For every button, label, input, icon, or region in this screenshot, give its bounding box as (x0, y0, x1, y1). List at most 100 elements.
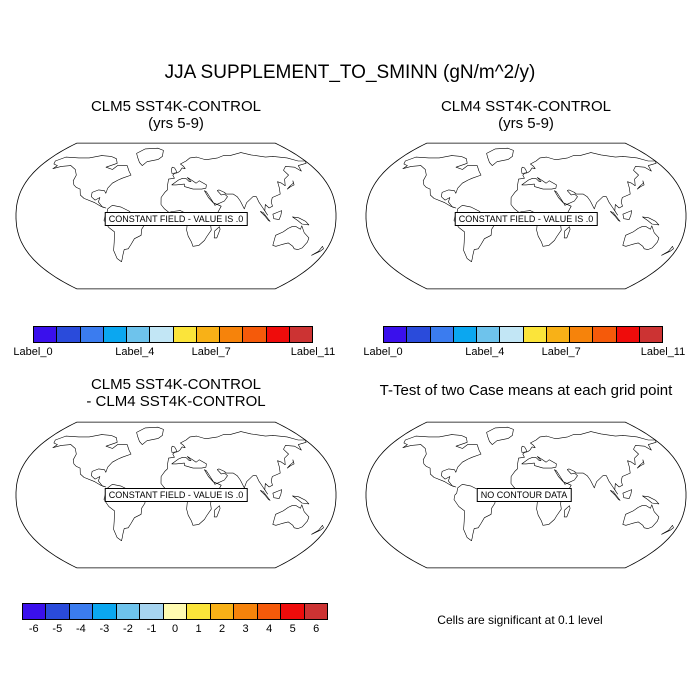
coastline-indonesia-sumatra (260, 211, 271, 222)
colorbar-swatch (127, 327, 151, 342)
panel-2-message: CONSTANT FIELD - VALUE IS .0 (454, 212, 598, 226)
colorbar-swatch (163, 604, 188, 619)
colorbar-label: Label_0 (363, 346, 403, 358)
colorbar-swatch (187, 604, 211, 619)
coastline-madagascar (213, 226, 221, 239)
map-frame (15, 142, 337, 290)
coastline-indonesia-borneo (272, 489, 282, 499)
coastline-australia (272, 225, 310, 250)
colorbar-swatch (150, 327, 174, 342)
panel-3-message: CONSTANT FIELD - VALUE IS .0 (104, 488, 248, 502)
colorbar-label: Label_7 (191, 346, 231, 358)
colorbar-swatch (243, 327, 267, 342)
coastline-great-britain (171, 166, 178, 174)
colorbar-label: -1 (146, 623, 157, 635)
colorbar-swatch (616, 327, 640, 342)
figure-title: JJA SUPPLEMENT_TO_SMINN (gN/m^2/y) (164, 62, 536, 83)
colorbar-panel-1-labels: Label_0 Label_4 Label_7 Label_11 (13, 346, 335, 360)
panel-3-title: CLM5 SST4K-CONTROL - CLM4 SST4K-CONTROL (86, 376, 266, 410)
coastline-indonesia-sumatra (260, 490, 271, 501)
colorbar-label: -6 (28, 623, 39, 635)
colorbar-label: 3 (242, 623, 249, 635)
coastline-japan (287, 459, 295, 469)
colorbar-difference (22, 603, 328, 620)
colorbar-panel-1 (33, 326, 313, 343)
colorbar-label: 4 (266, 623, 273, 635)
coastline-north-america (52, 434, 132, 488)
colorbar-swatch (173, 327, 197, 342)
coastline-north-america (402, 434, 482, 488)
colorbar-swatch (80, 327, 104, 342)
panel-2-title: CLM4 SST4K-CONTROL (yrs 5-9) (440, 98, 612, 132)
colorbar-swatch (46, 604, 70, 619)
colorbar-label: Label_11 (290, 346, 336, 358)
coastline-greenland (136, 426, 164, 445)
coastline-indonesia-sumatra (610, 490, 621, 501)
map-panel-1 (15, 134, 337, 298)
coastline-new-guinea (292, 216, 310, 226)
coastline-eurasia-africa (160, 152, 307, 247)
colorbar-swatch (593, 327, 617, 342)
colorbar-swatch (103, 327, 127, 342)
colorbar-swatch (196, 327, 220, 342)
colorbar-label: -2 (123, 623, 133, 635)
coastline-great-britain (521, 166, 528, 174)
coastline-indonesia-borneo (622, 489, 632, 499)
colorbar-swatch (407, 327, 431, 342)
coastline-new-guinea (642, 495, 660, 505)
colorbar-swatch (453, 327, 477, 342)
coastline-north-america (402, 155, 482, 209)
colorbar-label: -4 (75, 623, 86, 635)
coastline-mediterranean-north (521, 177, 557, 190)
colorbar-swatch (523, 327, 547, 342)
colorbar-label: 0 (171, 623, 179, 635)
map-frame (365, 142, 687, 290)
coastline-new-zealand (661, 525, 674, 535)
colorbar-label: Label_4 (465, 346, 505, 358)
colorbar-swatch (500, 327, 524, 342)
colorbar-swatch (384, 327, 408, 342)
map-frame (365, 421, 687, 569)
colorbar-swatch (639, 327, 662, 342)
coastline-eurasia-africa (510, 152, 657, 247)
colorbar-swatch (281, 604, 305, 619)
colorbar-swatch (57, 327, 81, 342)
coastline-new-guinea (642, 216, 660, 226)
coastline-new-zealand (661, 246, 674, 256)
coastline-eurasia-africa (510, 431, 657, 526)
coastline-australia (622, 225, 660, 250)
map-panel-4 (365, 413, 687, 577)
coastline-greenland (136, 147, 164, 166)
panel-4-title: T-Test of two Case means at each grid po… (379, 382, 673, 399)
colorbar-label: Label_7 (541, 346, 581, 358)
significance-note: Cells are significant at 0.1 level (437, 613, 603, 627)
coastline-japan (637, 459, 645, 469)
colorbar-swatch (289, 327, 312, 342)
colorbar-panel-2 (383, 326, 663, 343)
coastline-great-britain (171, 445, 178, 453)
coastline-great-britain (521, 445, 528, 453)
coastline-japan (287, 180, 295, 190)
colorbar-label: Label_11 (640, 346, 686, 358)
coastline-madagascar (563, 226, 571, 239)
coastline-mediterranean-north (521, 456, 557, 469)
colorbar-panel-2-labels: Label_0 Label_4 Label_7 Label_11 (363, 346, 685, 360)
coastline-new-guinea (292, 495, 310, 505)
coastline-indonesia-borneo (622, 210, 632, 220)
coastline-greenland (486, 147, 514, 166)
coastline-mediterranean-north (171, 177, 207, 190)
colorbar-swatch (430, 327, 454, 342)
colorbar-label: Label_4 (115, 346, 155, 358)
coastline-new-zealand (311, 246, 324, 256)
colorbar-swatch (116, 604, 141, 619)
panel-1-message: CONSTANT FIELD - VALUE IS .0 (104, 212, 248, 226)
colorbar-difference-labels: -6 -5 -4 -3 -2 -1 0 1 2 3 4 5 6 (22, 623, 328, 637)
colorbar-swatch (266, 327, 290, 342)
colorbar-swatch (234, 604, 258, 619)
colorbar-label: 2 (219, 623, 226, 635)
colorbar-swatch (23, 604, 47, 619)
coastline-australia (272, 504, 310, 529)
colorbar-label: -5 (52, 623, 63, 635)
colorbar-swatch (570, 327, 594, 342)
coastline-madagascar (213, 505, 221, 518)
